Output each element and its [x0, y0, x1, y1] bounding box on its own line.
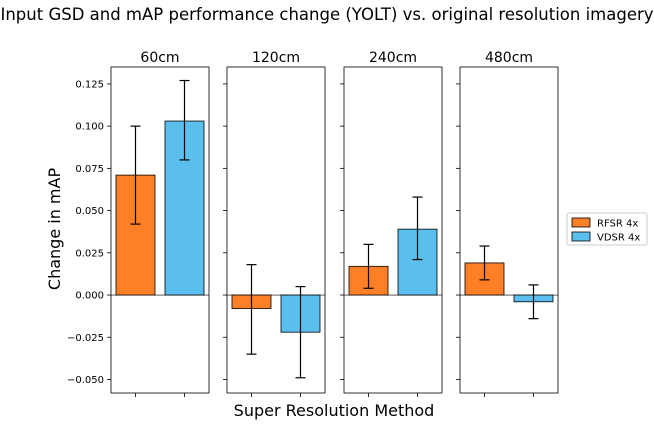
x-axis-title: Super Resolution Method — [234, 401, 435, 420]
panel-title: 240cm — [369, 50, 417, 66]
y-tick-label: −0.050 — [67, 375, 104, 386]
y-tick-label: 0.125 — [75, 79, 104, 90]
panel-title: 480cm — [485, 50, 533, 66]
y-tick-label: 0.000 — [75, 291, 104, 302]
y-tick-label: −0.025 — [67, 333, 104, 344]
panel-title: 60cm — [140, 50, 179, 66]
y-axis-title: Change in mAP — [45, 168, 64, 291]
y-tick-label: 0.100 — [75, 122, 104, 133]
panel-60cm: 60cm −0.050 −0.025 0.000 0.025 0.050 0.075 0.10… — [67, 50, 210, 397]
y-tick-label: 0.025 — [75, 248, 104, 259]
chart-panels: 60cm −0.050 −0.025 0.000 0.025 0.050 0.075 0.10… — [67, 50, 559, 397]
legend-swatch — [571, 231, 591, 242]
panel-title: 120cm — [252, 50, 300, 66]
legend-swatch — [571, 217, 591, 228]
panel-frame — [459, 66, 559, 394]
legend-label: VDSR 4x — [597, 233, 640, 244]
legend: RFSR 4x VDSR 4x — [566, 212, 648, 246]
panel-frame — [226, 66, 326, 394]
legend-label: RFSR 4x — [597, 219, 638, 230]
panel-480cm: 480cm — [456, 50, 559, 397]
chart-title: Input GSD and mAP performance change (YO… — [0, 5, 653, 24]
panel-120cm: 120cm — [223, 50, 326, 397]
y-tick-label: 0.075 — [75, 164, 104, 175]
y-tick-label: 0.050 — [75, 206, 104, 217]
panel-240cm: 240cm — [340, 50, 443, 397]
